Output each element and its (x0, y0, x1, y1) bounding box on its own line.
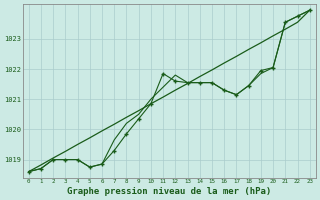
X-axis label: Graphe pression niveau de la mer (hPa): Graphe pression niveau de la mer (hPa) (67, 187, 271, 196)
